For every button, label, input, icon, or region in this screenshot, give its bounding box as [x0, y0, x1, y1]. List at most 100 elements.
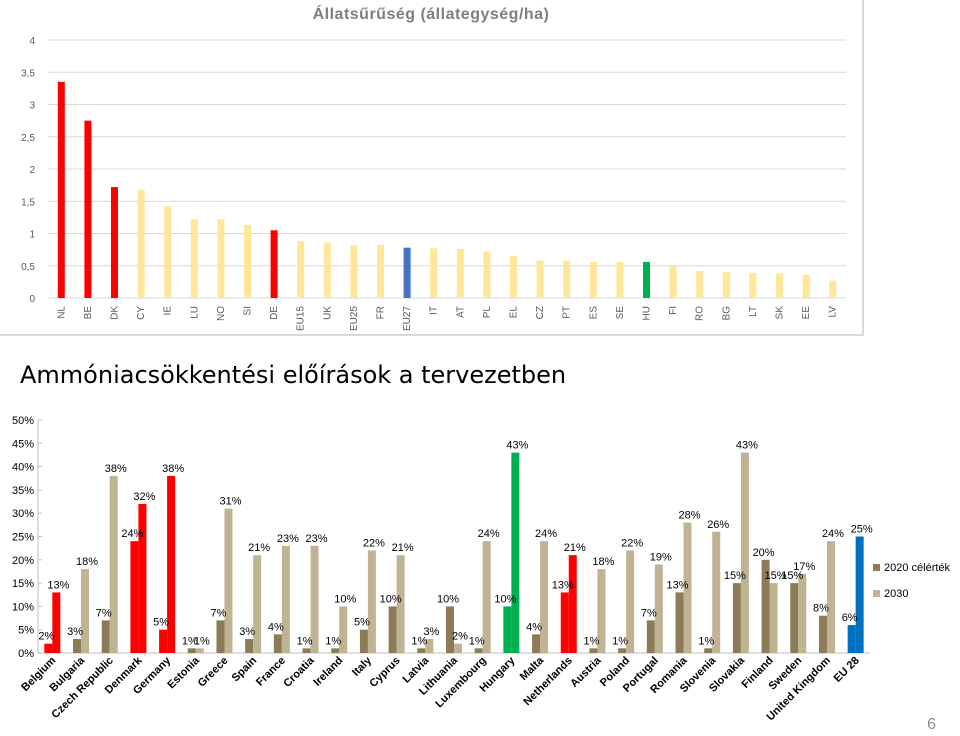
- bar-2020-czech-republic: [101, 620, 110, 653]
- y-tick-label: 1,5: [21, 197, 35, 208]
- bar-2030-spain: [253, 555, 262, 653]
- x-tick-label: NO: [216, 306, 227, 321]
- data-label-2030: 26%: [707, 519, 729, 531]
- bar-fi: [669, 265, 677, 298]
- bar-2020-portugal: [646, 620, 655, 653]
- data-label-2030: 21%: [248, 542, 270, 554]
- bar-es: [589, 261, 597, 298]
- x-tick-label: DE: [269, 306, 280, 320]
- y-tick-label: 50%: [12, 415, 34, 427]
- bar-2020-malta: [532, 634, 541, 653]
- animal-density-chart: 0 0,5 1 1,5 2 2,5 3 3,5 4 NL BE DK CY IE LU NO SI DE EU15 U…: [21, 36, 846, 331]
- data-label-2020: 13%: [552, 579, 574, 591]
- bar-lu: [190, 219, 198, 298]
- x-tick-label: EE: [801, 306, 812, 320]
- y-tick-label: 5%: [18, 625, 34, 637]
- data-label-2020: 1%: [411, 635, 427, 647]
- bar-sk: [776, 273, 783, 298]
- bar-lt: [749, 272, 757, 298]
- bar-2030-sweden: [798, 573, 807, 653]
- bar-2020-belgium: [44, 643, 53, 653]
- y-tick-label: 45%: [12, 438, 34, 450]
- bar-2020-spain: [245, 639, 254, 653]
- bar-hu: [643, 261, 650, 298]
- x-tick-label: FR: [376, 306, 387, 319]
- x-tick-label: IT: [429, 306, 440, 315]
- data-label-2030: 3%: [423, 626, 439, 638]
- bar-2020-latvia: [417, 648, 426, 653]
- data-label-2020: 1%: [182, 635, 198, 647]
- bar-2020-germany: [159, 629, 168, 653]
- data-label-2030: 1%: [194, 635, 210, 647]
- data-label-2030: 21%: [564, 542, 586, 554]
- bar-2030-eu-28: [855, 536, 864, 653]
- data-label-2030: 13%: [47, 579, 69, 591]
- x-tick-label: PL: [482, 306, 493, 319]
- y-tick-label: 10%: [12, 601, 34, 613]
- data-label-2020: 1%: [297, 635, 313, 647]
- bar-lv: [829, 280, 837, 298]
- bar-2030-luxembourg: [482, 541, 491, 653]
- bar-2020-poland: [618, 648, 627, 653]
- data-label-2030: 23%: [277, 533, 299, 545]
- data-label-2030: 32%: [133, 491, 155, 503]
- bar-2030-czech-republic: [109, 475, 118, 653]
- y-tick-label: 35%: [12, 485, 34, 497]
- bar-2020-austria: [589, 648, 598, 653]
- data-label-2020: 5%: [153, 617, 169, 629]
- x-tick-label: Italy: [350, 654, 375, 679]
- bar-2020-ireland: [331, 648, 340, 653]
- bar-2030-latvia: [425, 639, 434, 653]
- x-tick-label: BG: [721, 306, 732, 321]
- data-label-2020: 1%: [469, 635, 485, 647]
- bar-2020-denmark: [130, 541, 139, 653]
- bar-2030-belgium: [52, 592, 61, 653]
- page-number: 6: [927, 716, 936, 733]
- bar-2030-lithuania: [454, 643, 462, 653]
- x-tick-label: Estonia: [165, 654, 202, 691]
- bar-be: [84, 120, 92, 298]
- x-tick-label: RO: [695, 306, 706, 321]
- x-tick-label: CY: [136, 306, 147, 320]
- data-label-2020: 7%: [96, 607, 112, 619]
- y-tick-label: 20%: [12, 555, 34, 567]
- data-label-2020: 20%: [753, 547, 775, 559]
- data-label-2030: 43%: [506, 440, 528, 452]
- data-label-2030: 2%: [452, 631, 468, 643]
- data-label-2020: 7%: [211, 607, 227, 619]
- bar-2030-cyprus: [396, 555, 405, 653]
- bar-2020-finland: [761, 559, 770, 653]
- ammonia-reduction-chart: 0%5%10%15%20%25%30%35%40%45%50%2%13%Belg…: [12, 415, 951, 723]
- data-label-2030: 21%: [392, 542, 414, 554]
- bar-pt: [563, 260, 571, 298]
- data-label-2020: 2%: [38, 631, 54, 643]
- data-label-2020: 10%: [380, 593, 402, 605]
- data-label-2020: 4%: [526, 621, 542, 633]
- data-label-2030: 43%: [736, 440, 758, 452]
- bar-2030-germany: [167, 475, 176, 653]
- y-tick-label: 15%: [12, 578, 34, 590]
- bar-uk: [323, 242, 331, 298]
- data-label-2020: 10%: [437, 593, 459, 605]
- data-label-2020: 6%: [842, 612, 858, 624]
- x-tick-label: EL: [509, 306, 520, 319]
- bar-2020-united-kingdom: [818, 615, 827, 653]
- data-label-2020: 13%: [667, 579, 689, 591]
- data-label-2020: 3%: [67, 626, 83, 638]
- bar-pl: [483, 251, 491, 298]
- data-label-2030: 38%: [105, 463, 127, 475]
- x-tick-label: Ireland: [311, 655, 345, 689]
- x-tick-label: SI: [243, 306, 254, 315]
- bar-si: [244, 225, 251, 298]
- data-label-2030: 15%: [765, 570, 787, 582]
- data-label-2020: 5%: [354, 617, 370, 629]
- y-tick-label: 2: [29, 165, 35, 176]
- bar-2030-malta: [540, 541, 549, 653]
- animal-density-chart-panel: 0 0,5 1 1,5 2 2,5 3 3,5 4 NL BE DK CY IE LU NO SI DE EU15 U…: [0, 0, 864, 336]
- y-tick-label: 3,5: [21, 68, 35, 79]
- bar-2030-hungary: [511, 452, 520, 653]
- data-label-2020: 3%: [239, 626, 255, 638]
- bar-2020-slovakia: [732, 583, 741, 653]
- data-label-2030: 25%: [851, 524, 873, 536]
- x-tick-label: BE: [83, 306, 94, 320]
